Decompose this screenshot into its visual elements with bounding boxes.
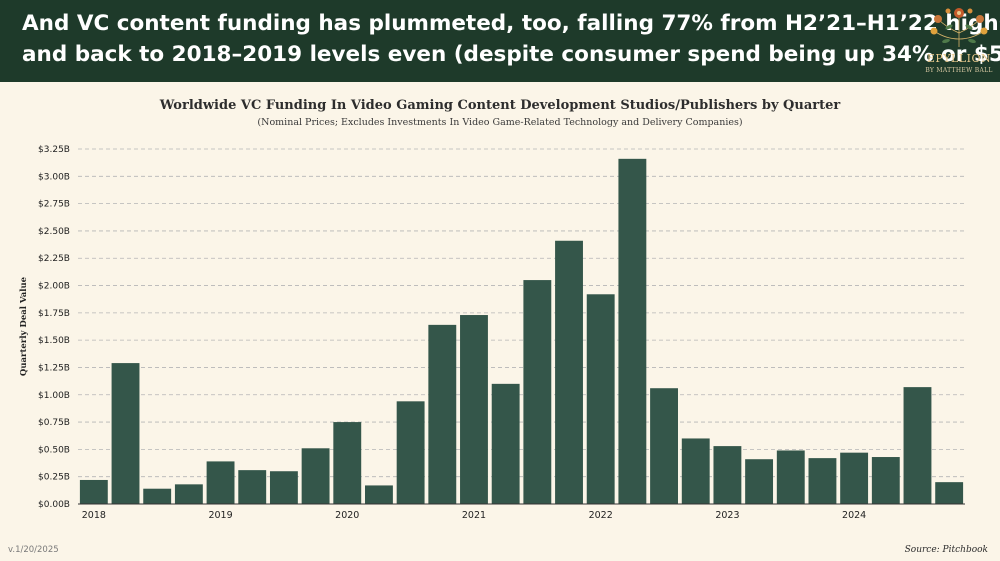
- bar: [776, 450, 805, 504]
- y-tick-label: $0.00B: [38, 500, 70, 510]
- header-banner: And VC content funding has plummeted, to…: [0, 0, 1000, 82]
- y-tick-label: $0.25B: [38, 473, 70, 483]
- bar: [871, 457, 900, 504]
- logo-name: EPYLLION: [926, 52, 992, 65]
- x-tick-label: 2018: [82, 510, 106, 521]
- x-tick-label: 2020: [335, 510, 359, 521]
- bar: [713, 446, 742, 504]
- bar: [681, 438, 710, 504]
- y-tick-label: $1.50B: [38, 336, 70, 346]
- bar: [333, 422, 362, 504]
- epyllion-logo: EPYLLION BY MATTHEW BALL: [922, 3, 996, 79]
- bar: [745, 459, 774, 504]
- chart-subtitle: (Nominal Prices; Excludes Investments In…: [257, 117, 743, 128]
- logo-byline: BY MATTHEW BALL: [925, 67, 993, 74]
- source-label: Source: Pitchbook: [904, 545, 988, 555]
- bar: [650, 388, 678, 504]
- x-tick-label: 2022: [589, 510, 613, 521]
- bar: [428, 324, 457, 504]
- chart-title: Worldwide VC Funding In Video Gaming Con…: [159, 98, 841, 113]
- bar: [79, 479, 108, 504]
- bar: [365, 485, 393, 504]
- headline: And VC content funding has plummeted, to…: [22, 8, 1000, 70]
- bar: [143, 488, 172, 504]
- y-tick-label: $2.00B: [38, 282, 70, 292]
- y-tick-label: $3.25B: [38, 145, 70, 155]
- flower-emblem-icon: [930, 8, 988, 47]
- bar: [111, 363, 140, 504]
- x-tick-label: 2023: [715, 510, 739, 521]
- y-tick-label: $2.25B: [38, 254, 70, 264]
- bar: [206, 461, 235, 504]
- bar: [586, 294, 615, 504]
- bar: [903, 387, 932, 504]
- y-tick-label: $1.25B: [38, 363, 70, 373]
- y-tick-label: $0.75B: [38, 418, 70, 428]
- y-tick-label: $0.50B: [38, 445, 70, 455]
- x-tick-label: 2021: [462, 510, 486, 521]
- y-tick-label: $1.00B: [38, 391, 70, 401]
- x-tick-label: 2024: [842, 510, 866, 521]
- bar: [396, 401, 425, 504]
- bar: [460, 315, 488, 504]
- bar: [238, 470, 267, 504]
- bar: [269, 471, 298, 504]
- y-tick-label: $2.50B: [38, 227, 70, 237]
- x-tick-label: 2019: [208, 510, 232, 521]
- bar: [523, 280, 552, 504]
- y-tick-label: $1.75B: [38, 309, 70, 319]
- bar: [491, 383, 520, 504]
- bar: [301, 448, 330, 504]
- bar: [840, 452, 869, 504]
- version-label: v.1/20/2025: [8, 545, 59, 555]
- y-axis-title: Quarterly Deal Value: [19, 276, 29, 376]
- y-tick-label: $3.00B: [38, 172, 70, 182]
- bar: [555, 240, 583, 504]
- bar: [808, 458, 837, 504]
- bar: [174, 484, 203, 504]
- headline-line-1: And VC content funding has plummeted, to…: [22, 11, 1000, 36]
- bar: [935, 482, 964, 504]
- y-tick-label: $2.75B: [38, 200, 70, 210]
- bar: [618, 158, 647, 505]
- headline-line-2: and back to 2018–2019 levels even (despi…: [22, 42, 1000, 67]
